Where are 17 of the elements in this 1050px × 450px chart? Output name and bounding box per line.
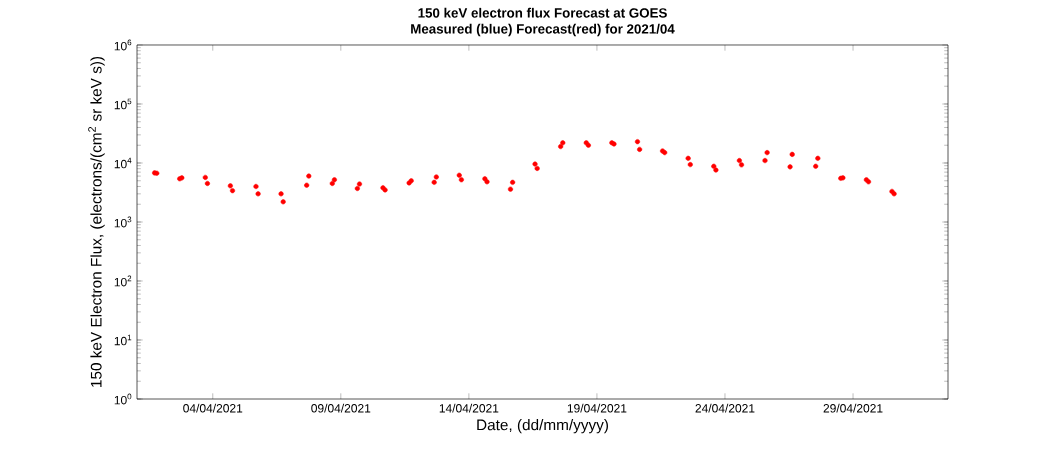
x-tick-label: 04/04/2021 [183,403,243,413]
y-axis-title: 150 keV Electron Flux, (electrons/(cm$^{2}$ sr keV s)) [88,56,105,387]
x-tick-label: 14/04/2021 [439,403,499,413]
y-tick-label: 10$^{1}$ [114,334,132,346]
y-tick-label: 10$^{5}$ [114,98,132,110]
y-tick-label: 10$^{0}$ [114,393,132,405]
x-tick-label: 09/04/2021 [311,403,371,413]
x-axis-title: Date, (dd/mm/yyyy) [477,419,608,434]
x-tick-label: 19/04/2021 [567,403,627,413]
chart-title: 150 keV electron flux Forecast at GOES [418,7,667,18]
y-tick-label: 10$^{6}$ [114,39,132,51]
y-tick-label: 10$^{3}$ [114,216,132,228]
y-tick-label: 10$^{2}$ [114,275,132,287]
chart-subtitle: Measured (blue) Forecast(red) for 2021/04 [411,23,675,37]
x-tick-label: 29/04/2021 [823,403,883,413]
x-tick-label: 24/04/2021 [695,403,755,413]
y-tick-label: 10$^{4}$ [114,157,132,169]
